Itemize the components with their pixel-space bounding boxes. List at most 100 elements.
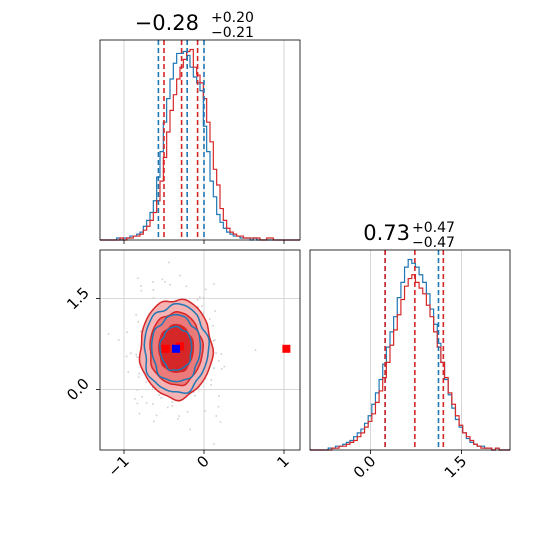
joint-sample-dot — [215, 352, 217, 354]
joint-sample-dot — [178, 415, 180, 417]
joint-sample-dot — [196, 299, 199, 301]
joint-sample-dot — [137, 320, 139, 323]
p2-xtick-label: 1.5 — [441, 452, 471, 482]
joint-sample-dot — [210, 379, 213, 381]
joint-sample-dot — [201, 305, 203, 308]
hist-p1-panel: −0.28 +0.20 −0.21 — [99, 10, 301, 244]
hist-p2-panel: 0.0 1.5 0.73 +0.47 −0.47 — [309, 220, 511, 482]
joint-sample-dot — [169, 206, 171, 208]
joint-sample-dot — [213, 283, 215, 285]
p1-title: −0.28 — [135, 11, 199, 35]
p1-title-minus: −0.21 — [211, 25, 254, 41]
joint-sample-dot — [213, 443, 215, 445]
joint-sample-dot — [186, 410, 189, 413]
joint-sample-dot — [204, 377, 207, 380]
joint-sample-dot — [107, 333, 110, 335]
hist-p2-frame — [309, 249, 511, 451]
joint-sample-dot — [208, 318, 211, 320]
hist-p1-frame — [99, 39, 301, 241]
joint-sample-dot — [199, 296, 201, 298]
joint-sample-dot — [138, 372, 141, 375]
joint-sample-dot — [155, 414, 158, 417]
joint-sample-dot — [212, 324, 214, 327]
joint-sample-dot — [171, 401, 174, 403]
joint-sample-dot — [218, 360, 220, 362]
joint-sample-dot — [152, 289, 155, 291]
joint-sample-dot — [117, 339, 120, 341]
joint-sample-dot — [130, 352, 132, 355]
joint-sample-dot — [158, 394, 160, 396]
joint-sample-dot — [214, 339, 216, 341]
joint-sample-dot — [202, 296, 205, 299]
joint-ytick-label: 1.5 — [63, 284, 93, 314]
joint-sample-dot — [151, 386, 154, 389]
joint-sample-dot — [177, 418, 179, 420]
joint-sample-dot — [127, 371, 130, 373]
joint-sample-dot — [145, 381, 148, 383]
joint-sample-dot — [204, 410, 206, 412]
joint-panel: −1 0 1 0.0 1.5 — [63, 206, 301, 480]
joint-sample-dot — [254, 349, 257, 351]
joint-xtick-label: −1 — [104, 452, 132, 480]
joint-sample-dot — [164, 280, 166, 283]
hist-p2-series-b — [310, 274, 510, 451]
joint-sample-dot — [135, 353, 138, 356]
p1-title-plus: +0.20 — [211, 10, 254, 26]
joint-sample-dot — [197, 306, 199, 308]
joint-outlier-point — [161, 344, 170, 353]
joint-sample-dot — [136, 356, 138, 358]
hist-p1-series-b — [100, 48, 300, 241]
joint-xtick-label: 1 — [273, 452, 292, 471]
joint-sample-dot — [193, 391, 195, 393]
joint-sample-dot — [139, 330, 142, 333]
joint-sample-dot — [137, 277, 139, 280]
joint-sample-dot — [167, 261, 170, 264]
joint-sample-dot — [171, 405, 174, 407]
joint-sample-dot — [145, 402, 148, 404]
joint-contour-blue — [143, 302, 210, 395]
joint-sample-dot — [223, 365, 226, 368]
hist-p2-series-a — [310, 258, 510, 451]
joint-sample-dot — [185, 285, 188, 288]
joint-sample-dot — [214, 310, 217, 312]
p2-title-minus: −0.47 — [412, 235, 455, 251]
joint-sample-dot — [140, 285, 142, 287]
joint-sample-dot — [169, 283, 171, 286]
joint-frame — [99, 249, 301, 451]
joint-sample-dot — [160, 397, 162, 399]
joint-sample-dot — [137, 376, 140, 378]
joint-sample-dot — [138, 412, 141, 415]
joint-sample-dot — [140, 289, 143, 292]
joint-outlier-point — [282, 344, 291, 353]
joint-sample-dot — [125, 355, 128, 358]
joint-sample-dot — [219, 421, 222, 423]
joint-ytick-label: 0.0 — [63, 375, 93, 405]
joint-sample-dot — [194, 395, 196, 397]
joint-sample-dot — [141, 395, 143, 398]
joint-sample-dot — [213, 367, 215, 369]
joint-sample-dot — [210, 384, 212, 386]
p2-title: 0.73 — [363, 221, 410, 245]
joint-sample-dot — [189, 428, 191, 431]
joint-sample-dot — [136, 389, 139, 391]
joint-sample-dot — [136, 402, 139, 405]
joint-sample-dot — [152, 297, 155, 299]
joint-sample-dot — [202, 311, 205, 314]
joint-sample-dot — [135, 313, 137, 316]
joint-contour-blue — [150, 313, 202, 383]
joint-sample-dot — [161, 278, 164, 281]
p2-title-plus: +0.47 — [412, 220, 455, 236]
joint-sample-dot — [134, 398, 136, 400]
joint-sample-dot — [152, 281, 154, 283]
joint-sample-dot — [220, 367, 223, 370]
p2-xtick-label: 0.0 — [350, 452, 380, 482]
joint-sample-dot — [152, 403, 154, 405]
joint-xtick-label: 0 — [193, 452, 212, 471]
joint-contour-blue — [158, 325, 193, 372]
joint-sample-dot — [166, 406, 169, 409]
joint-sample-dot — [179, 274, 181, 277]
joint-sample-dot — [153, 420, 155, 423]
joint-marker-point — [172, 344, 180, 353]
joint-sample-dot — [215, 415, 218, 417]
